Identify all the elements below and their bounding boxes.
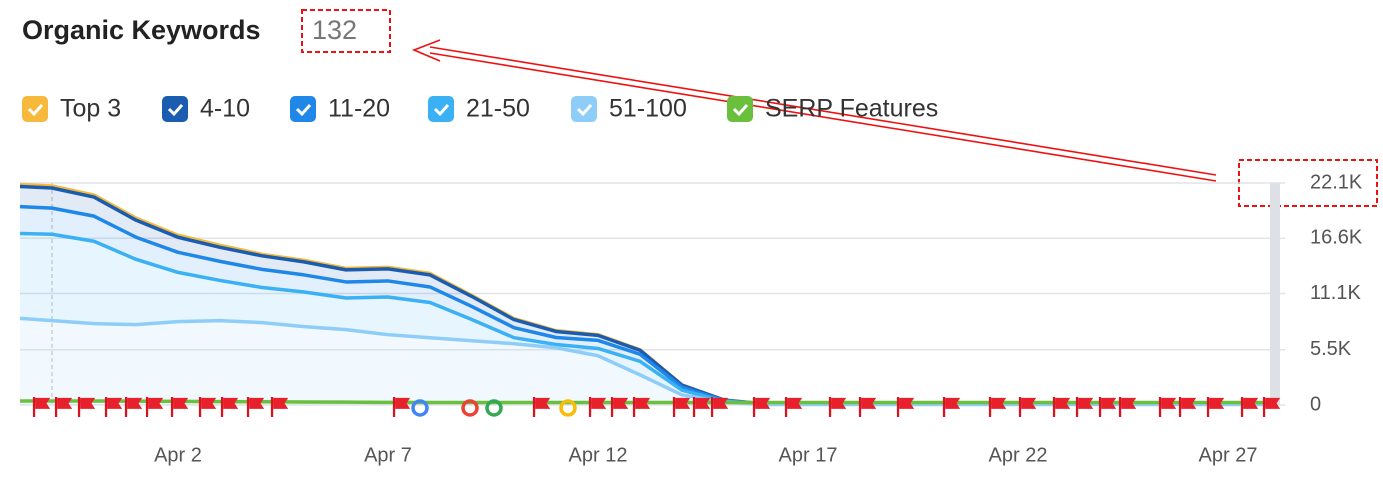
x-tick-label: Apr 17	[779, 444, 838, 466]
legend-check	[433, 104, 450, 117]
legend-check	[576, 104, 593, 117]
x-axis: Apr 2 Apr 7 Apr 12 Apr 17 Apr 22 Apr 27	[154, 444, 1257, 466]
legend-label: 4-10	[200, 95, 250, 123]
legend-label: SERP Features	[765, 95, 938, 123]
legend-item[interactable]: Top 3	[22, 95, 121, 123]
legend-item[interactable]: 21-50	[428, 95, 530, 123]
highlight-box	[301, 9, 391, 53]
legend-label: 11-20	[328, 95, 390, 123]
legend-check	[167, 104, 184, 117]
legend-label: Top 3	[60, 95, 121, 123]
plot-area	[20, 182, 1270, 407]
y-tick-label: 16.6K	[1310, 227, 1363, 249]
area	[20, 318, 1270, 405]
arrow	[411, 39, 1217, 182]
x-tick-label: Apr 27	[1199, 444, 1258, 466]
legend-check	[732, 104, 749, 117]
legend-item[interactable]: SERP Features	[727, 95, 938, 123]
legend: Top 3 4-10 11-20 21-50 51-100 SERP Features	[22, 95, 938, 123]
legend-checkbox	[571, 96, 597, 122]
legend-check	[27, 104, 44, 117]
event-flags	[32, 397, 1281, 417]
x-tick-label: Apr 7	[364, 444, 412, 466]
legend-item[interactable]: 51-100	[571, 95, 687, 123]
y-tick-label: 22.1K	[1310, 171, 1363, 193]
legend-checkbox	[22, 96, 48, 122]
y-tick-label: 0	[1310, 393, 1321, 415]
scrollbar	[1270, 183, 1280, 405]
legend-checkbox	[290, 96, 316, 122]
legend-checkbox	[727, 96, 753, 122]
chart-title: Organic Keywords	[22, 15, 261, 45]
x-tick-label: Apr 22	[989, 444, 1048, 466]
y-tick-label: 5.5K	[1310, 338, 1352, 360]
legend-checkbox	[428, 96, 454, 122]
y-tick-label: 11.1K	[1310, 282, 1361, 304]
area	[20, 233, 1270, 405]
legend-check	[295, 104, 312, 117]
x-tick-label: Apr 12	[569, 444, 628, 466]
keyword-count: 132	[312, 15, 357, 45]
legend-checkbox	[162, 96, 188, 122]
legend-item[interactable]: 11-20	[290, 95, 390, 123]
legend-label: 51-100	[609, 95, 687, 123]
legend-label: 21-50	[466, 95, 530, 123]
legend-item[interactable]: 4-10	[162, 95, 250, 123]
x-tick-label: Apr 2	[154, 444, 202, 466]
